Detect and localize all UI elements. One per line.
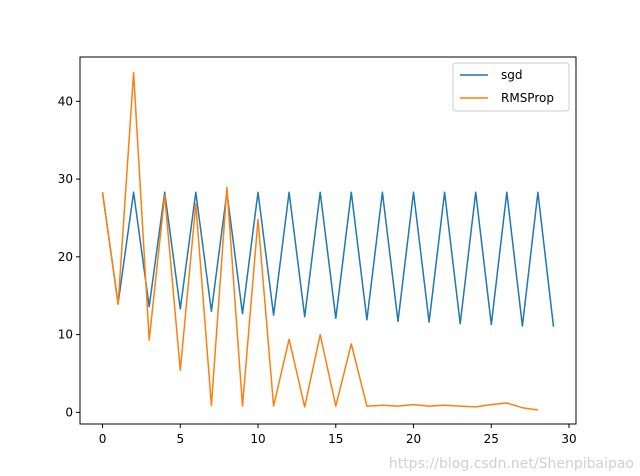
x-tick-label: 20 <box>406 432 421 446</box>
x-tick-label: 25 <box>484 432 499 446</box>
y-tick-label: 0 <box>65 405 73 419</box>
x-tick-label: 15 <box>328 432 343 446</box>
x-tick-label: 0 <box>99 432 107 446</box>
legend-label-sgd: sgd <box>501 68 523 82</box>
y-tick-label: 10 <box>58 328 73 342</box>
x-axis-ticks: 0 5 10 15 20 25 30 <box>99 424 577 446</box>
plot-lines <box>101 71 555 411</box>
series-line-sgd <box>101 191 555 327</box>
y-tick-label: 40 <box>58 94 73 108</box>
x-tick-label: 30 <box>561 432 576 446</box>
legend-label-rmsprop: RMSProp <box>501 91 554 105</box>
x-tick-label: 5 <box>176 432 184 446</box>
plot-frame <box>79 56 577 425</box>
watermark-text: https://blog.csdn.net/Shenpibaipao <box>388 456 634 472</box>
series-line-rmsprop <box>101 71 539 411</box>
x-tick-label: 10 <box>250 432 265 446</box>
legend: sgd RMSProp <box>452 62 570 112</box>
y-axis-ticks: 0 10 20 30 40 <box>58 94 80 419</box>
y-tick-label: 30 <box>58 172 73 186</box>
y-tick-label: 20 <box>58 250 73 264</box>
